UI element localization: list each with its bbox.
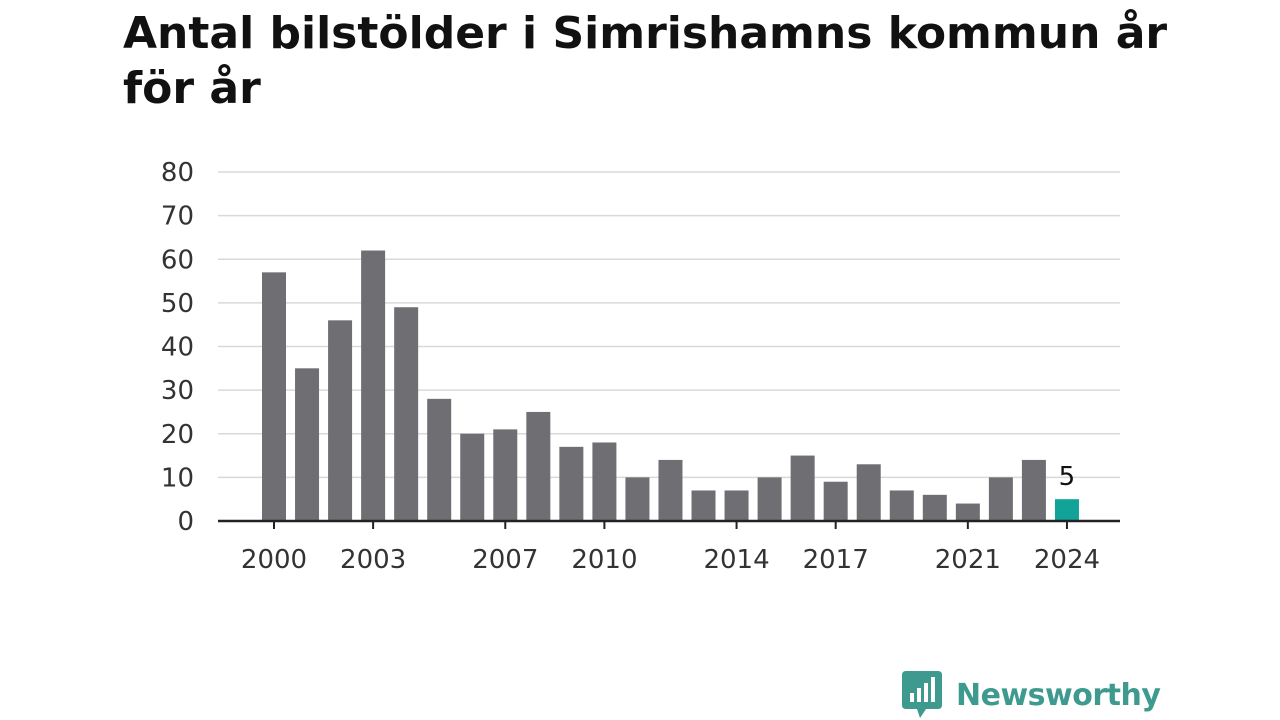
bar-2003	[361, 250, 386, 521]
y-tick-label: 20	[161, 420, 194, 450]
brand-name: Newsworthy	[956, 677, 1161, 713]
x-tick-label: 2010	[571, 545, 637, 575]
x-tick-label: 2007	[472, 545, 538, 575]
y-tick-label: 10	[161, 463, 194, 493]
chart-title: Antal bilstölder i Simrishamns kommun år…	[123, 8, 1168, 114]
x-tick-label: 2003	[340, 545, 406, 575]
bars	[262, 250, 1079, 521]
bar-2013	[691, 490, 716, 521]
y-tick-label: 30	[161, 376, 194, 406]
bar-2002	[328, 320, 353, 521]
newsworthy-logo[interactable]: Newsworthy	[902, 670, 1161, 720]
bar-2015	[757, 477, 782, 521]
highlight-value-label: 5	[1059, 462, 1076, 492]
x-axis-tick-labels: 2000 2003 2007 2010 2014 2017 2021 2024	[241, 521, 1100, 575]
bar-2004	[394, 307, 419, 521]
x-tick-label: 2024	[1034, 545, 1100, 575]
y-tick-label: 40	[161, 333, 194, 363]
grid-lines	[218, 171, 1120, 479]
bar-2000	[262, 272, 286, 521]
bar-2014	[724, 490, 749, 521]
bar-2009	[559, 446, 584, 521]
data-labels: 5	[1059, 462, 1076, 492]
bar-2012	[658, 459, 683, 521]
bar-2022	[988, 477, 1013, 521]
y-tick-label: 60	[161, 245, 194, 275]
y-tick-label: 70	[161, 202, 194, 232]
bar-2001	[295, 368, 320, 521]
bar-2008	[526, 411, 551, 521]
y-axis-tick-labels: 0 10 20 30 40 50 60 70 80	[161, 158, 194, 537]
x-tick-label: 2017	[803, 545, 869, 575]
bar-2019	[889, 490, 914, 521]
bar-2005	[427, 398, 452, 521]
bar-2018	[856, 464, 881, 521]
bar-2024	[1054, 499, 1079, 521]
bar-2021	[955, 503, 980, 521]
bar-2006	[460, 433, 485, 521]
bar-2007	[493, 429, 518, 521]
bar-2023	[1021, 459, 1046, 521]
y-tick-label: 0	[177, 507, 194, 537]
y-tick-label: 50	[161, 289, 194, 319]
x-tick-label: 2000	[241, 545, 307, 575]
bar-2011	[625, 477, 650, 521]
y-tick-label: 80	[161, 158, 194, 188]
bar-2020	[922, 494, 947, 521]
bar-2010	[592, 442, 617, 521]
chart-bubble-icon	[902, 671, 942, 718]
x-tick-label: 2021	[935, 545, 1001, 575]
bar-2016	[790, 455, 815, 521]
bar-2017	[823, 481, 848, 521]
x-tick-label: 2014	[703, 545, 769, 575]
